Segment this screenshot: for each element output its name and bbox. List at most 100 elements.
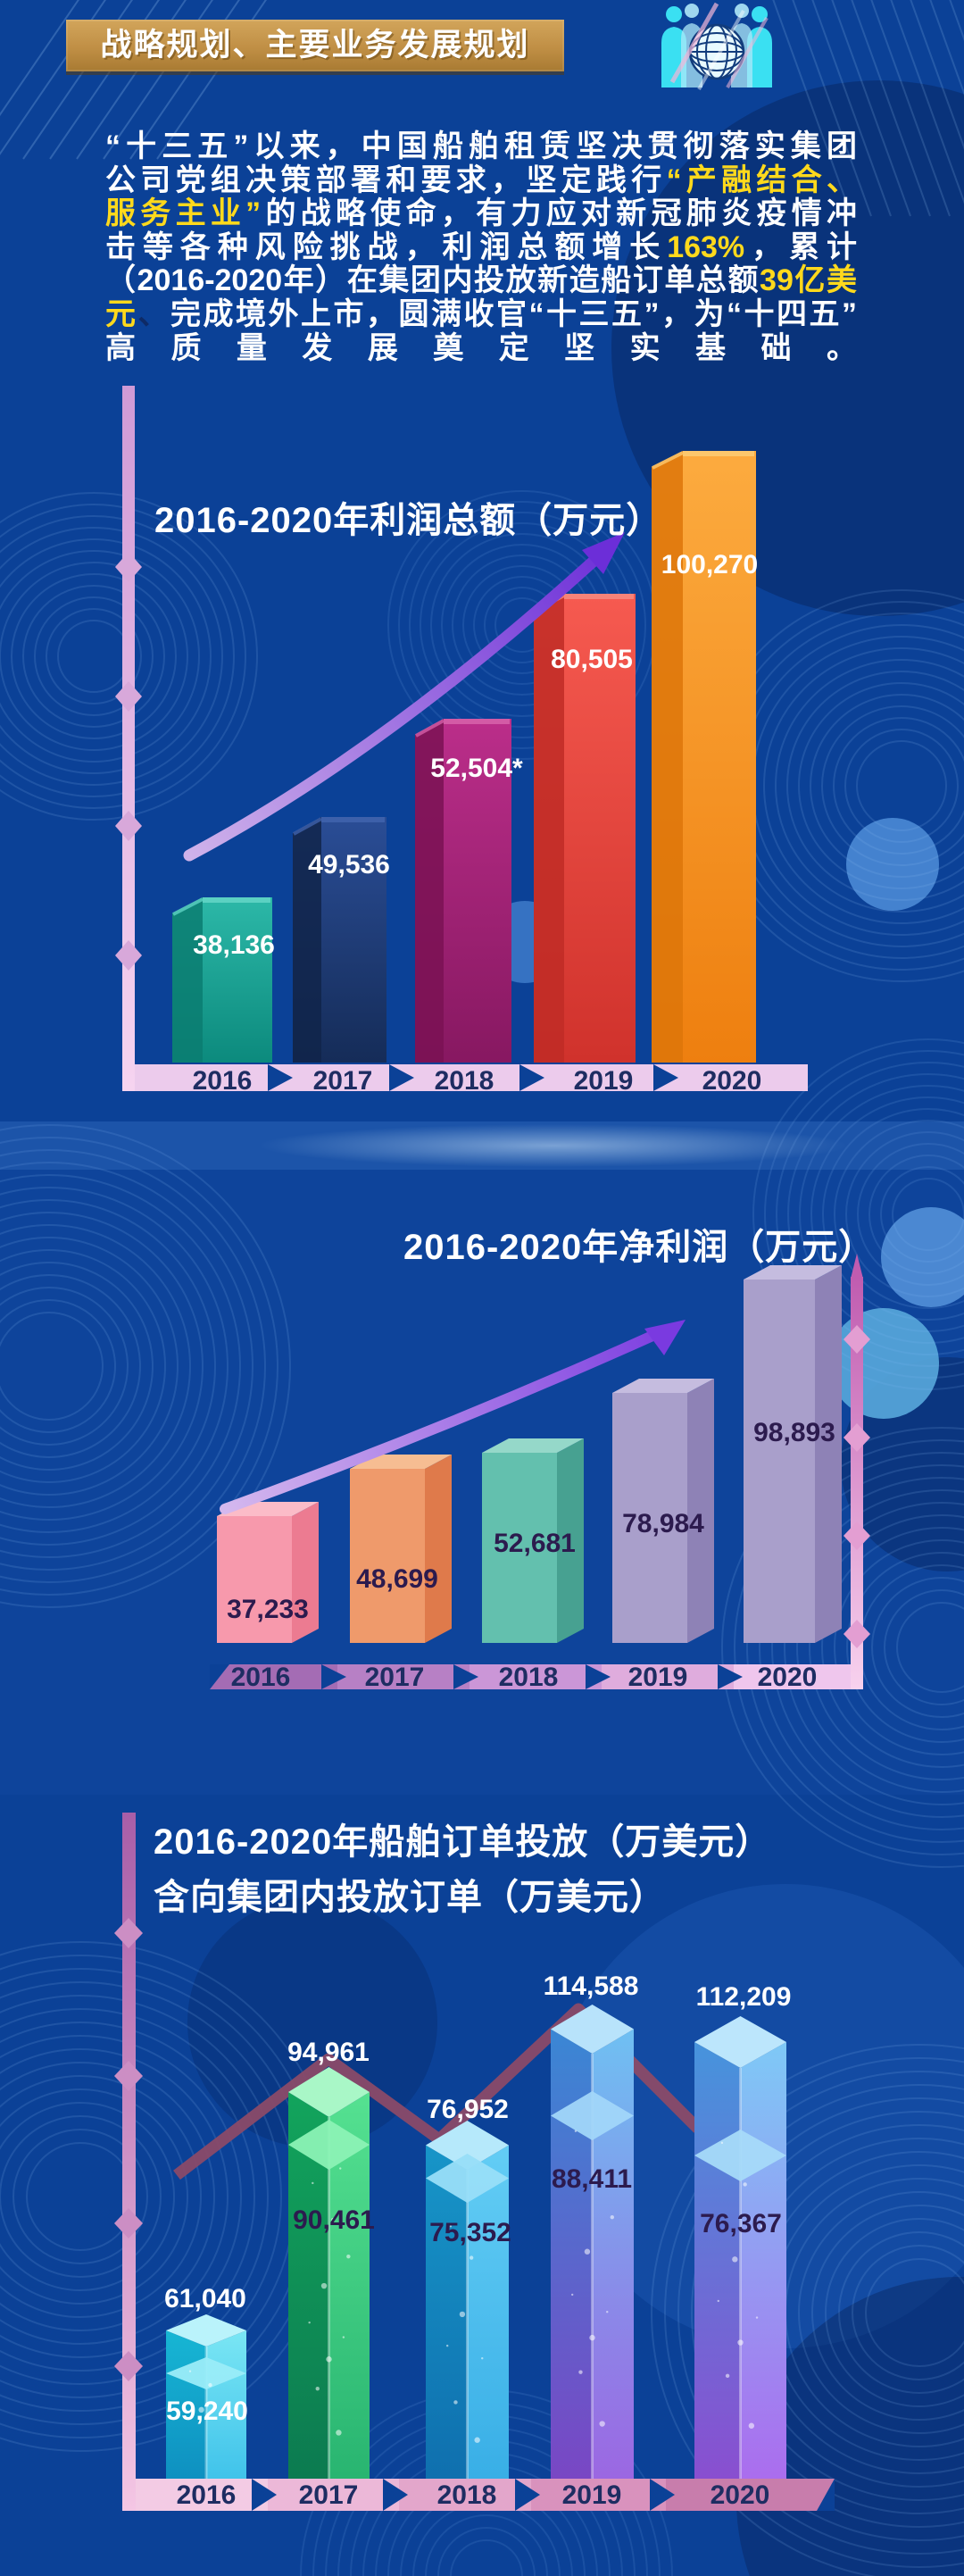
header-banner-title: 战略规划、主要业务发展规划 (100, 28, 530, 63)
chart3-year-2016: 2016 (176, 2480, 237, 2510)
chart3-bar-2019 (551, 2005, 634, 2484)
chart1-y-axis (115, 386, 142, 1091)
intro-text-run: ，累计 (744, 229, 858, 264)
chart3-ship-orders (114, 1813, 835, 2511)
chart2-year-2017: 2017 (364, 1663, 425, 1692)
chart3-total-2017: 94,961 (287, 2038, 370, 2067)
intro-paragraph: “十三五”以来，中国船舶租赁坚决贯彻落实集团 公司党组决策部署和要求，坚定践行“产… (105, 129, 858, 366)
chart1-year-2019: 2019 (573, 1066, 634, 1096)
chart3-year-2019: 2019 (561, 2480, 622, 2510)
chart3-inner-segment-divider (694, 2130, 786, 2181)
chart2-year-2020: 2020 (757, 1663, 818, 1692)
chart1-bar-2018 (415, 719, 511, 1063)
chart1-title: 2016-2020年利润总额（万元） (154, 501, 663, 540)
chart3-year-2017: 2017 (298, 2480, 359, 2510)
intro-line: 高质量发展奠定坚实基础。 (105, 330, 857, 366)
chart2-value-2016: 37,233 (227, 1595, 309, 1624)
chart1-year-2017: 2017 (312, 1066, 373, 1096)
chart2-value-2019: 78,984 (622, 1509, 704, 1538)
chart2-bar-2019 (612, 1379, 714, 1643)
chart3-bar-2016 (166, 2314, 246, 2484)
chart3-y-axis (114, 1813, 143, 2511)
intro-text-run: 、 (137, 296, 171, 331)
chart3-bar-top-face (694, 2016, 786, 2068)
chart3-total-2019: 114,588 (543, 1972, 639, 2001)
intro-text-run: 高质量发展奠定坚实基础。 (105, 330, 857, 365)
chart3-year-2020: 2020 (710, 2480, 770, 2510)
chart3-inner-segment-divider (166, 2357, 246, 2389)
chart3-inner-2018: 75,352 (429, 2218, 511, 2247)
intro-text-run: 39亿美 (760, 263, 857, 298)
chart2-value-2017: 48,699 (356, 1564, 438, 1594)
chart3-inner-segment-divider (288, 2120, 370, 2170)
intro-text-run: “十三五”以来，中国船舶租赁坚决贯彻落实集团 (105, 129, 857, 163)
chart1-total-profit (115, 386, 808, 1091)
header-banner: 战略规划、主要业务发展规划 (66, 20, 564, 71)
chart2-x-axis (210, 1664, 863, 1689)
chart1-bar-2016 (172, 897, 272, 1063)
chart2-bar-2020 (744, 1265, 842, 1643)
chart3-bar-top-face (551, 2005, 634, 2054)
chart1-value-2018: 52,504* (430, 754, 523, 783)
intro-line: “十三五”以来，中国船舶租赁坚决贯彻落实集团 (105, 129, 857, 164)
chart3-bar-top-face (166, 2314, 246, 2347)
intro-line: 元、完成境外上市，圆满收官“十三五”，为“十四五” (105, 296, 857, 332)
chart2-trend-arrow-icon (220, 1320, 686, 1514)
chart3-year-2018: 2018 (436, 2480, 497, 2510)
intro-text-run: 击等各种风险挑战，利润总额增长 (105, 229, 668, 264)
chart3-inner-2020: 76,367 (700, 2209, 782, 2238)
chart1-year-2016: 2016 (192, 1066, 253, 1096)
chart2-value-2018: 52,681 (494, 1529, 576, 1558)
chart2-year-2016: 2016 (230, 1663, 291, 1692)
intro-line: （2016-2020年）在集团内投放新造船订单总额39亿美 (105, 264, 857, 298)
chart3-inner-2019: 88,411 (551, 2164, 633, 2194)
chart3-total-2020: 112,209 (695, 1982, 792, 2012)
intro-text-run: 的战略使命，有力应对新冠肺炎疫情冲 (261, 196, 858, 231)
chart3-bar-2017 (288, 2067, 370, 2484)
chart3-subtitle: 含向集团内投放订单（万美元） (154, 1878, 666, 1917)
intro-text-run: （2016-2020年）在集团内投放新造船订单总额 (105, 263, 760, 298)
chart3-total-2018: 76,952 (427, 2095, 509, 2124)
chart3-bar-top-face (288, 2067, 370, 2117)
chart1-year-2020: 2020 (702, 1066, 762, 1096)
chart1-x-axis (122, 1064, 808, 1091)
intro-text-run: 公司党组决策部署和要求，坚定践行 (105, 163, 667, 197)
chart1-bar-2017 (293, 817, 386, 1063)
intro-line: 公司党组决策部署和要求，坚定践行“产融结合、 (105, 163, 858, 198)
globe-people-logo-icon (661, 2, 772, 90)
chart2-bar-2016 (217, 1502, 319, 1643)
chart1-year-2018: 2018 (434, 1066, 494, 1096)
intro-text-run: “产融结合、 (666, 163, 858, 197)
chart3-bar-2018 (426, 2121, 509, 2484)
chart1-bar-2020 (652, 451, 756, 1063)
chart3-inner-segment-divider (426, 2154, 509, 2203)
intro-line: 击等各种风险挑战，利润总额增长163%，累计 (105, 229, 858, 265)
chart2-title: 2016-2020年净利润（万元） (403, 1228, 876, 1267)
chart2-y-axis (844, 1254, 870, 1689)
chart2-value-2020: 98,893 (753, 1418, 835, 1447)
chart1-value-2019: 80,505 (551, 645, 633, 674)
chart2-bar-2018 (482, 1438, 584, 1643)
chart2-bar-2017 (350, 1455, 452, 1643)
chart3-x-axis (122, 2479, 835, 2511)
chart1-bar-2019 (534, 594, 636, 1063)
intro-text-run: 完成境外上市，圆满收官“十三五”，为“十四五” (170, 296, 857, 331)
chart3-total-2016: 61,040 (164, 2284, 246, 2313)
intro-text-run: 163% (667, 229, 745, 264)
chart3-title: 2016-2020年船舶订单投放（万美元） (154, 1822, 772, 1862)
chart1-value-2016: 38,136 (193, 930, 275, 960)
decorative-stripes (669, 2, 769, 90)
intro-line: 服务主业”的战略使命，有力应对新冠肺炎疫情冲 (105, 196, 858, 231)
chart3-inner-2016: 59,240 (166, 2397, 248, 2426)
chart3-bar-2020 (694, 2016, 786, 2484)
chart1-value-2020: 100,270 (661, 550, 759, 579)
chart1-value-2017: 49,536 (308, 850, 390, 880)
chart2-net-profit (210, 1254, 870, 1689)
chart3-inner-2017: 90,461 (293, 2205, 375, 2235)
chart2-year-2018: 2018 (498, 1663, 559, 1692)
intro-text-run: 元 (105, 296, 138, 331)
chart2-year-2019: 2019 (627, 1663, 688, 1692)
